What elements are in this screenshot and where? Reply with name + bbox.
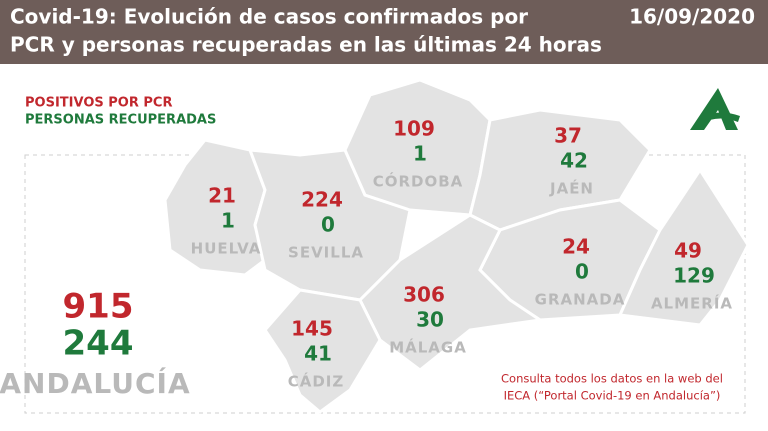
- note-line: Consulta todos los datos en la web del: [501, 372, 723, 386]
- province-name: SEVILLA: [288, 244, 364, 262]
- province-recovered: 129: [673, 264, 715, 288]
- title-line: Covid-19: Evolución de casos confirmados…: [10, 5, 528, 29]
- province-recovered: 1: [221, 209, 235, 233]
- logo: [690, 88, 740, 130]
- header-bar: [0, 0, 768, 64]
- total-pcr: 915: [63, 287, 134, 327]
- province-recovered: 41: [304, 342, 332, 366]
- province-pcr: 37: [554, 124, 582, 148]
- province-name: JAÉN: [549, 179, 594, 198]
- province-name: CÁDIZ: [288, 372, 345, 391]
- province-name: MÁLAGA: [389, 338, 467, 357]
- province-pcr: 224: [301, 188, 343, 212]
- province-pcr: 21: [208, 184, 236, 208]
- province-recovered: 0: [321, 213, 335, 237]
- legend-recovered: PERSONAS RECUPERADAS: [25, 113, 216, 128]
- province-pcr: 49: [674, 239, 702, 263]
- province-pcr: 306: [403, 283, 445, 307]
- legend-pcr: POSITIVOS POR PCR: [25, 96, 172, 111]
- province-pcr: 145: [291, 317, 333, 341]
- province-shape: [263, 288, 382, 414]
- province-name: ALMERÍA: [651, 294, 733, 313]
- note-line: IECA (“Portal Covid-19 en Andalucía”): [504, 389, 721, 403]
- province-name: CÓRDOBA: [373, 172, 464, 191]
- province-pcr: 24: [562, 235, 590, 259]
- province-recovered: 30: [416, 308, 444, 332]
- province-recovered: 0: [575, 260, 589, 284]
- date: 16/09/2020: [629, 5, 755, 29]
- province-name: GRANADA: [535, 291, 626, 309]
- total-name: ANDALUCÍA: [0, 366, 191, 400]
- title-line: PCR y personas recuperadas en las última…: [10, 33, 602, 57]
- province-name: HUELVA: [191, 240, 262, 258]
- province-recovered: 42: [560, 149, 588, 173]
- province-recovered: 1: [413, 142, 427, 166]
- map: [163, 78, 750, 414]
- province-shape: [617, 167, 750, 327]
- total-recovered: 244: [63, 324, 134, 364]
- province-pcr: 109: [393, 117, 435, 141]
